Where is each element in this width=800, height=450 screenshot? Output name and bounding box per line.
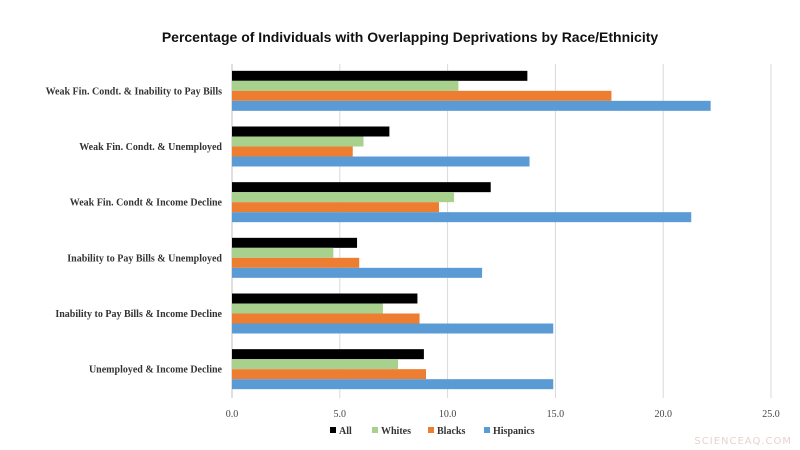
- bar-whites: Whites: 7: [232, 303, 383, 314]
- bar-all: All: 8.9: [232, 349, 424, 360]
- category-label: Weak Fin. Condt. & Inability to Pay Bill…: [46, 86, 223, 97]
- bar-all: All: 7.3: [232, 126, 390, 137]
- category-label: Weak Fin. Condt & Income Decline: [70, 198, 223, 209]
- bar-all: All: 12: [232, 182, 491, 193]
- bar-hispanics: Hispanics: 14.9: [232, 379, 554, 390]
- legend-label: Blacks: [437, 426, 465, 437]
- category-label: Weak Fin. Condt. & Unemployed: [79, 142, 222, 153]
- legend-swatch: [330, 427, 336, 433]
- legend-item-all: All: [330, 426, 352, 437]
- x-tick-label: 20.0: [654, 409, 672, 420]
- bar-all: All: 5.8: [232, 237, 358, 248]
- bar-whites: Whites: 10.5: [232, 80, 459, 91]
- legend-label: Whites: [381, 426, 411, 437]
- category-label: Unemployed & Income Decline: [89, 365, 223, 376]
- legend-swatch: [428, 427, 434, 433]
- category-label: Inability to Pay Bills & Unemployed: [67, 253, 222, 264]
- chart-title: Percentage of Individuals with Overlappi…: [162, 29, 659, 45]
- gridlines: [231, 64, 772, 398]
- bar-whites: Whites: 4.7: [232, 247, 334, 258]
- bar-whites: Whites: 6.1: [232, 136, 364, 147]
- x-tick-label: 10.0: [439, 409, 457, 420]
- legend-item-hispanics: Hispanics: [484, 426, 535, 437]
- legend-label: Hispanics: [493, 426, 535, 437]
- category-labels: Weak Fin. Condt. & Inability to Pay Bill…: [46, 86, 223, 375]
- category-label: Inability to Pay Bills & Income Decline: [55, 309, 222, 320]
- legend-swatch: [372, 427, 378, 433]
- bar-all: All: 8.6: [232, 293, 418, 304]
- bar-blacks: Blacks: 17.6: [232, 90, 612, 101]
- bar-blacks: Blacks: 5.6: [232, 146, 353, 157]
- x-tick-label: 0.0: [226, 409, 239, 420]
- legend-swatch: [484, 427, 490, 433]
- bar-blacks: Blacks: 8.7: [232, 313, 420, 324]
- bar-all: All: 13.7: [232, 70, 528, 81]
- bar-hispanics: Hispanics: 22.2: [232, 100, 711, 111]
- bar-blacks: Blacks: 9.6: [232, 202, 439, 213]
- watermark: SCIENCEAQ.COM: [694, 436, 792, 447]
- bar-hispanics: Hispanics: 21.3: [232, 212, 692, 223]
- bar-hispanics: Hispanics: 14.9: [232, 323, 554, 334]
- bar-whites: Whites: 10.3: [232, 192, 455, 203]
- bars: All: 13.7Whites: 10.5Blacks: 17.6Hispani…: [232, 70, 711, 390]
- x-tick-labels: 0.0 5.0 10.0 15.0 20.0 25.0: [226, 409, 780, 420]
- bar-hispanics: Hispanics: 13.8: [232, 156, 530, 167]
- legend-item-blacks: Blacks: [428, 426, 465, 437]
- bar-blacks: Blacks: 9: [232, 369, 427, 380]
- legend-label: All: [339, 426, 352, 437]
- x-tick-label: 25.0: [762, 409, 780, 420]
- legend-item-whites: Whites: [372, 426, 411, 437]
- bar-blacks: Blacks: 5.9: [232, 257, 360, 268]
- bar-whites: Whites: 7.7: [232, 359, 399, 370]
- bar-hispanics: Hispanics: 11.6: [232, 267, 483, 278]
- x-tick-label: 15.0: [547, 409, 565, 420]
- legend: All Whites Blacks Hispanics: [330, 426, 535, 437]
- x-tick-label: 5.0: [334, 409, 347, 420]
